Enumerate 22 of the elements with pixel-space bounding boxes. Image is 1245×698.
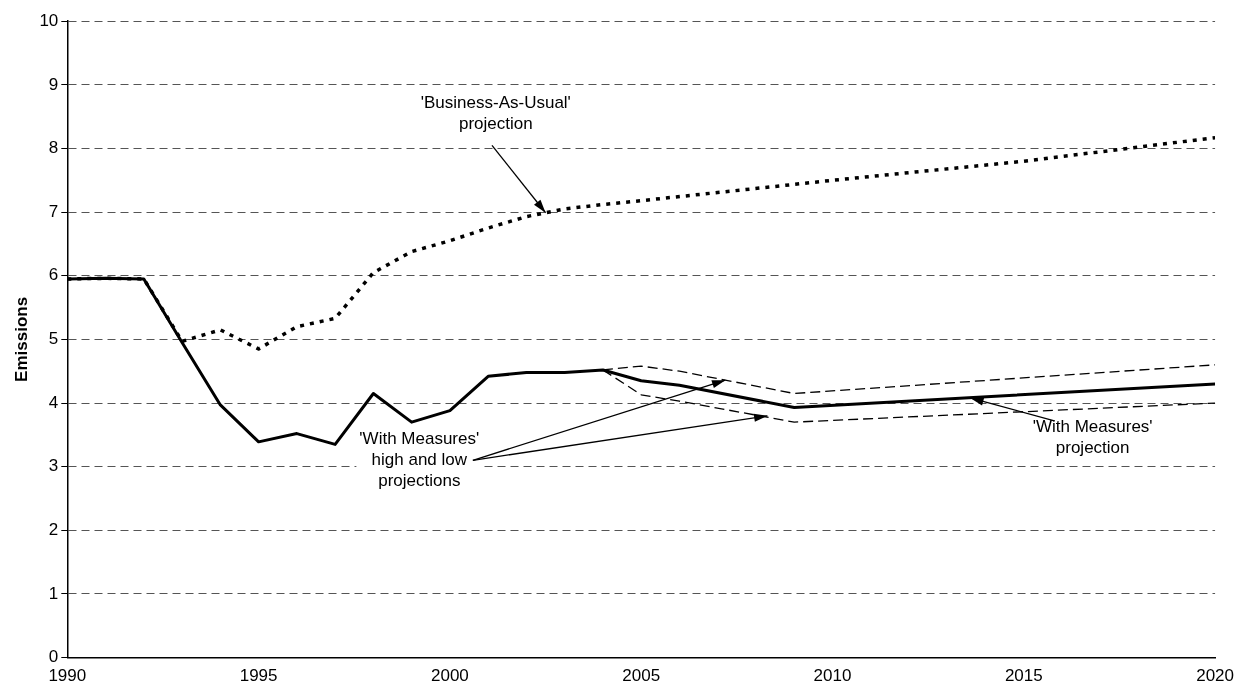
y-tick-label: 4 (48, 392, 59, 412)
annotation: 'With Measures' projection (1032, 417, 1153, 458)
annotation: 'With Measures' high and low projections (359, 429, 480, 490)
x-tick-label: 2015 (1004, 666, 1043, 686)
y-tick-label: 8 (48, 138, 59, 158)
y-axis-title: Emissions (11, 296, 31, 382)
y-tick-label: 3 (48, 456, 59, 476)
y-tick-label: 6 (48, 265, 59, 285)
x-tick-label: 2005 (622, 666, 661, 686)
y-tick-label: 10 (39, 10, 59, 30)
x-tick-label: 1995 (239, 666, 278, 686)
y-tick-label: 9 (48, 74, 59, 94)
y-tick-label: 1 (48, 583, 59, 603)
y-tick-label: 5 (48, 329, 59, 349)
annotation: 'Business-As-Usual' projection (420, 92, 571, 133)
x-tick-label: 2000 (430, 666, 469, 686)
x-tick-label: 1990 (48, 666, 87, 686)
y-tick-label: 7 (48, 201, 59, 221)
x-tick-label: 2010 (813, 666, 852, 686)
x-tick-label: 2020 (1196, 666, 1234, 686)
y-tick-label: 2 (48, 520, 59, 540)
y-tick-label: 0 (48, 647, 59, 667)
